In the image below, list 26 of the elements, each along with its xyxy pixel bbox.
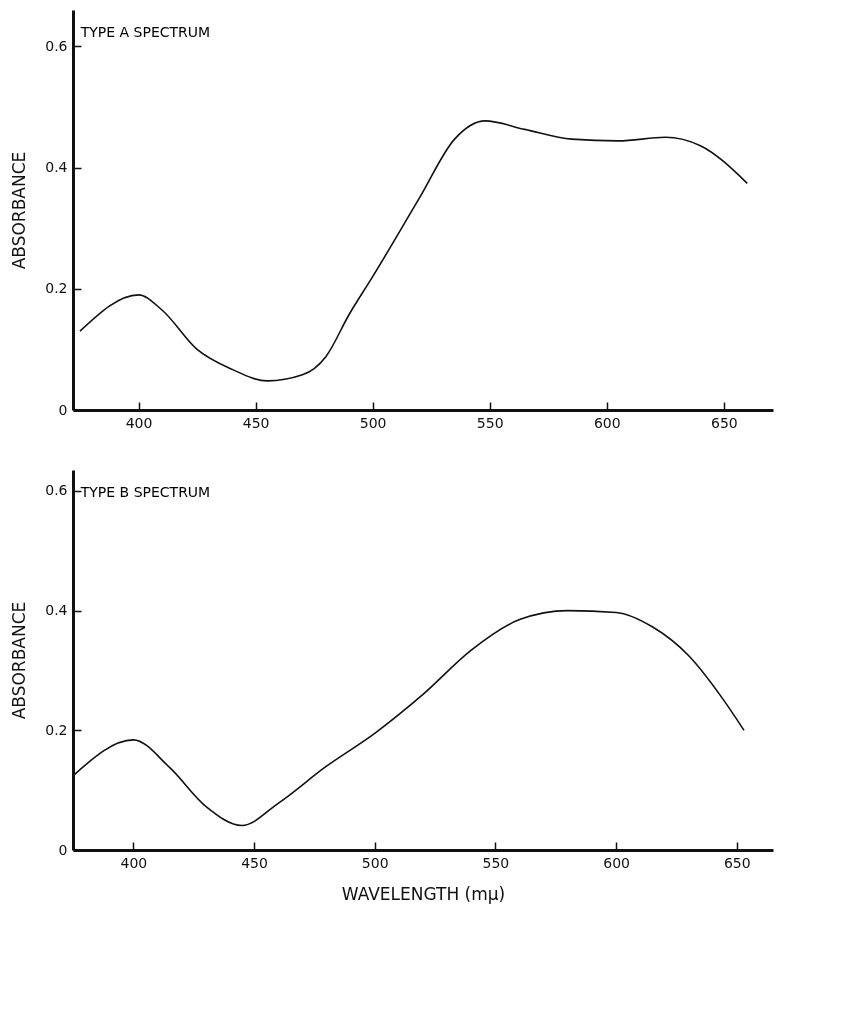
x-tick-label: 600: [603, 854, 630, 871]
x-tick-label: 450: [241, 854, 268, 871]
x-tick-label: 400: [125, 414, 153, 431]
y-tick-label: 0.6: [45, 482, 68, 499]
x-tick-label: 450: [242, 414, 270, 431]
y-tick-label: 0.4: [45, 159, 68, 176]
x-tick-label: 600: [593, 414, 621, 431]
y-tick-label: 0.4: [45, 602, 68, 619]
x-axis-title: WAVELENGTH (mμ): [341, 883, 506, 904]
y-tick-label: 0.6: [45, 37, 68, 54]
y-tick-label: 0.2: [45, 721, 68, 738]
text: TYPE A SPECTRUM: [79, 24, 211, 40]
text: TYPE B SPECTRUM: [79, 484, 211, 500]
x-tick-label: 400: [120, 854, 148, 871]
line-series: [79, 120, 749, 382]
y-tick-label: 0: [58, 401, 68, 418]
y-axis-title: ABSORBANCE: [9, 151, 30, 270]
y-tick-label: 0.2: [45, 280, 68, 297]
y-tick-label: 0: [58, 841, 68, 858]
x-tick-label: 650: [710, 414, 738, 431]
x-tick-label: 650: [723, 854, 751, 871]
x-tick-label: 500: [359, 414, 387, 431]
x-tick-label: 550: [476, 414, 504, 431]
y-axis-title: ABSORBANCE: [9, 601, 30, 720]
x-tick-label: 550: [482, 854, 510, 871]
x-tick-label: 500: [361, 854, 389, 871]
